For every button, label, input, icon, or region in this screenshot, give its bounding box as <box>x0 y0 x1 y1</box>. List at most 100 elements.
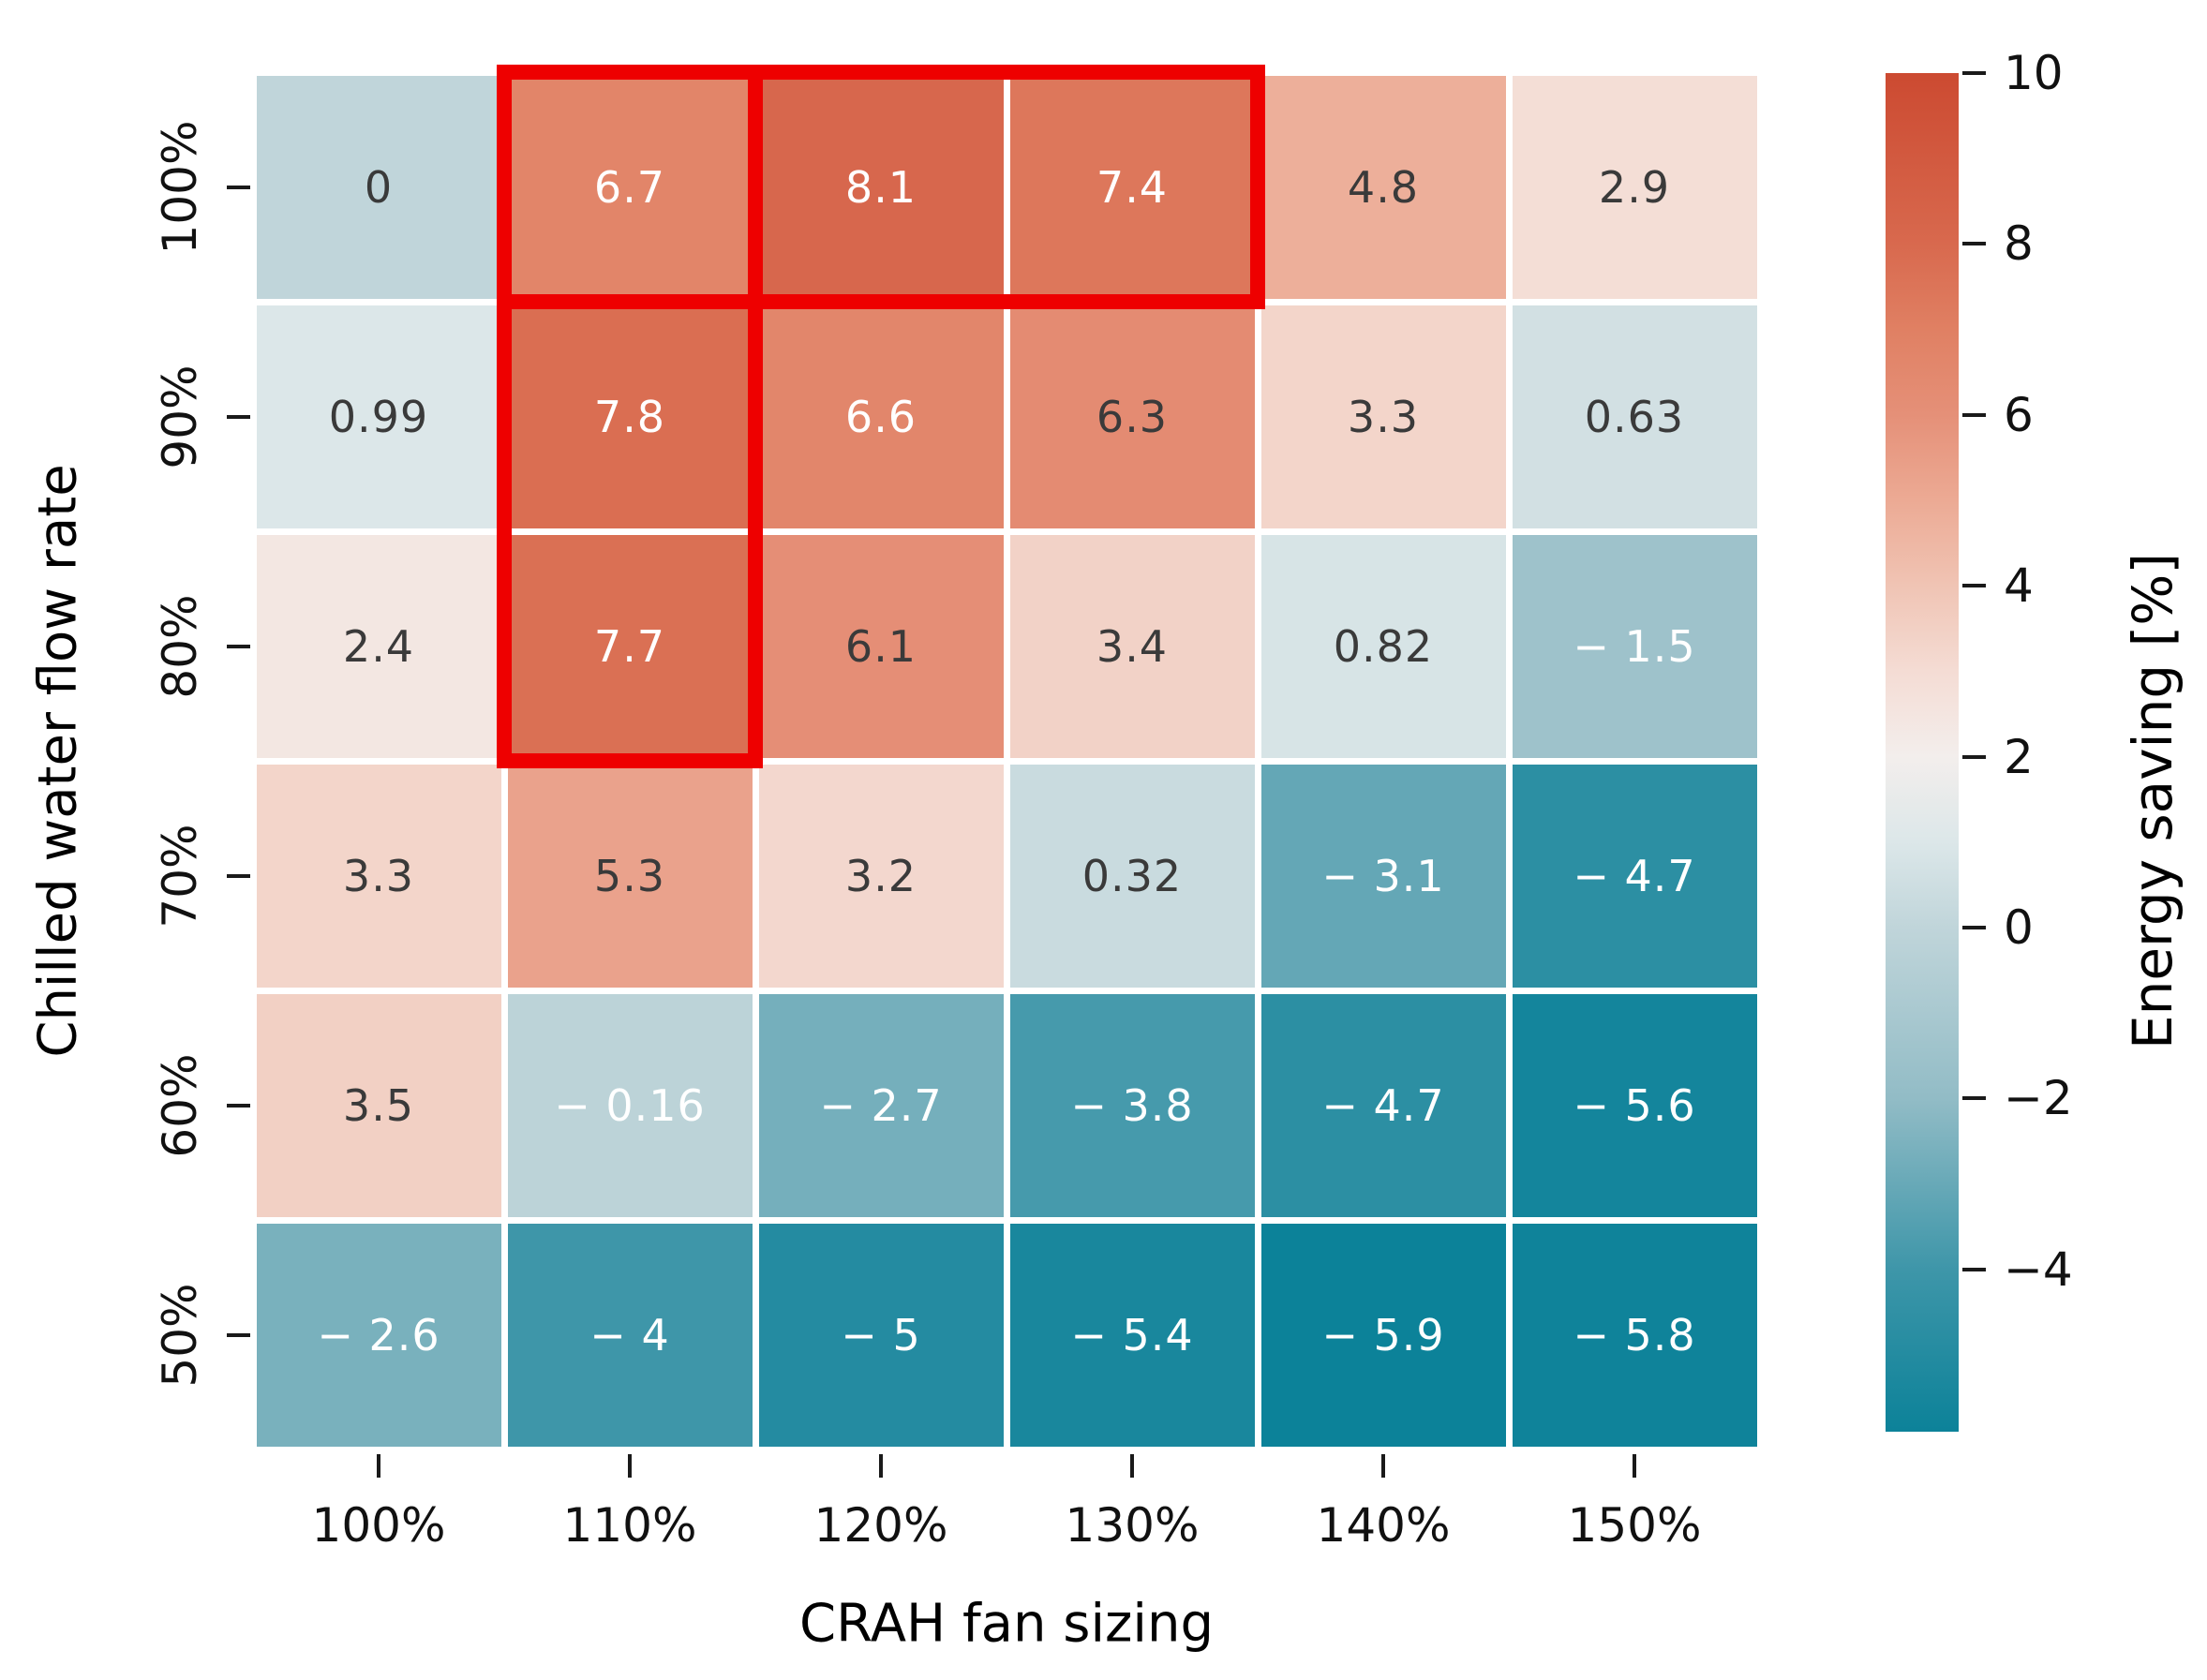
x-tick-label: 100% <box>311 1498 446 1553</box>
heatmap-cell-50%-150%: − 5.8 <box>1512 1224 1757 1448</box>
y-tick-label: 80% <box>153 594 207 699</box>
cell-value-label: − 2.7 <box>819 1080 943 1132</box>
x-tick-mark <box>879 1454 883 1478</box>
colorbar-tick-label: 6 <box>2004 387 2034 442</box>
colorbar-tick-mark <box>1962 754 1986 759</box>
heatmap-cell-80%-150%: − 1.5 <box>1512 534 1757 758</box>
cell-value-label: − 5 <box>841 1310 921 1361</box>
heatmap-cell-50%-100%: − 2.6 <box>256 1224 501 1448</box>
cell-value-label: − 4.7 <box>1573 851 1696 902</box>
cell-value-label: 3.3 <box>1347 391 1420 442</box>
x-axis-title: CRAH fan sizing <box>798 1593 1215 1655</box>
heatmap-cell-80%-120%: 6.1 <box>758 534 1004 758</box>
colorbar-tick-mark <box>1962 1096 1986 1101</box>
heatmap-grid: 0 6.7 8.1 7.4 4.8 2.9 0.99 7.8 6.6 6.3 3.3 0.63 2.4 7… <box>253 72 1760 1450</box>
cell-value-label: 0.32 <box>1081 851 1183 902</box>
heatmap-cell-70%-140%: − 3.1 <box>1260 765 1506 989</box>
cell-value-label: − 0.16 <box>554 1080 706 1132</box>
y-tick-label: 100% <box>153 120 207 255</box>
y-tick-label: 50% <box>153 1283 207 1388</box>
heatmap-cell-80%-140%: 0.82 <box>1260 534 1506 758</box>
cell-value-label: − 3.8 <box>1070 1080 1194 1132</box>
heatmap-cell-90%-110%: 7.8 <box>507 305 753 528</box>
x-tick-label: 110% <box>562 1498 697 1553</box>
heatmap-cell-60%-110%: − 0.16 <box>507 994 753 1218</box>
cell-value-label: 7.4 <box>1096 161 1169 213</box>
cell-value-label: 5.3 <box>593 851 666 902</box>
colorbar-tick-label: −4 <box>2004 1241 2073 1297</box>
heatmap-cell-80%-100%: 2.4 <box>256 534 501 758</box>
heatmap-cell-90%-100%: 0.99 <box>256 305 501 528</box>
y-tick-label: 90% <box>153 364 207 469</box>
colorbar-gradient <box>1886 73 1959 1432</box>
heatmap-cell-50%-120%: − 5 <box>758 1224 1004 1448</box>
cell-value-label: − 2.6 <box>317 1310 440 1361</box>
heatmap-cell-100%-110%: 6.7 <box>507 75 753 299</box>
heatmap-cell-70%-100%: 3.3 <box>256 765 501 989</box>
heatmap-cell-50%-140%: − 5.9 <box>1260 1224 1506 1448</box>
heatmap-cell-70%-150%: − 4.7 <box>1512 765 1757 989</box>
heatmap-cell-70%-120%: 3.2 <box>758 765 1004 989</box>
colorbar-tick-label: 8 <box>2004 216 2034 272</box>
heatmap-cell-90%-130%: 6.3 <box>1009 305 1255 528</box>
y-tick-mark <box>227 414 250 419</box>
colorbar-tick-label: 2 <box>2004 729 2034 784</box>
x-tick-label: 150% <box>1567 1498 1702 1553</box>
x-tick-label: 130% <box>1065 1498 1200 1553</box>
y-tick-label: 70% <box>153 824 207 929</box>
cell-value-label: − 5.9 <box>1321 1310 1445 1361</box>
colorbar-tick-label: 0 <box>2004 899 2034 955</box>
cell-value-label: − 5.6 <box>1573 1080 1696 1132</box>
cell-value-label: 7.7 <box>593 620 666 672</box>
cell-value-label: 3.5 <box>342 1080 415 1132</box>
y-tick-mark <box>227 874 250 879</box>
cell-value-label: 6.3 <box>1096 391 1169 442</box>
cell-value-label: − 3.1 <box>1321 851 1445 902</box>
colorbar-tick-mark <box>1962 925 1986 929</box>
x-tick-label: 140% <box>1316 1498 1451 1553</box>
cell-value-label: 3.3 <box>342 851 415 902</box>
heatmap-cell-70%-130%: 0.32 <box>1009 765 1255 989</box>
colorbar-tick-label: −2 <box>2004 1071 2073 1126</box>
x-tick-mark <box>1130 1454 1134 1478</box>
heatmap-cell-100%-120%: 8.1 <box>758 75 1004 299</box>
heatmap-cell-90%-120%: 6.6 <box>758 305 1004 528</box>
heatmap-cell-50%-130%: − 5.4 <box>1009 1224 1255 1448</box>
y-tick-mark <box>227 185 250 189</box>
cell-value-label: 3.2 <box>844 851 917 902</box>
x-tick-mark <box>628 1454 632 1478</box>
heatmap-cell-60%-120%: − 2.7 <box>758 994 1004 1218</box>
y-tick-mark <box>227 644 250 648</box>
x-tick-mark <box>1633 1454 1636 1478</box>
y-axis-title: Chilled water flow rate <box>27 464 89 1058</box>
colorbar-tick-mark <box>1962 412 1986 417</box>
cell-value-label: 2.9 <box>1598 161 1671 213</box>
y-tick-mark <box>227 1333 250 1338</box>
heatmap-cell-100%-140%: 4.8 <box>1260 75 1506 299</box>
y-tick-label: 60% <box>153 1053 207 1158</box>
cell-value-label: 6.7 <box>593 161 666 213</box>
cell-value-label: − 1.5 <box>1573 620 1696 672</box>
heatmap-cell-100%-150%: 2.9 <box>1512 75 1757 299</box>
cell-value-label: 6.6 <box>844 391 917 442</box>
heatmap-cell-90%-140%: 3.3 <box>1260 305 1506 528</box>
x-tick-mark <box>1381 1454 1385 1478</box>
heatmap-cell-100%-130%: 7.4 <box>1009 75 1255 299</box>
colorbar-title: Energy saving [%] <box>2121 552 2185 1050</box>
x-tick-mark <box>377 1454 380 1478</box>
heatmap-cell-60%-150%: − 5.6 <box>1512 994 1757 1218</box>
heatmap-cell-60%-130%: − 3.8 <box>1009 994 1255 1218</box>
cell-value-label: 6.1 <box>844 620 917 672</box>
colorbar-tick-mark <box>1962 242 1986 246</box>
heatmap-cell-60%-140%: − 4.7 <box>1260 994 1506 1218</box>
cell-value-label: 0.82 <box>1333 620 1434 672</box>
heatmap-cell-80%-130%: 3.4 <box>1009 534 1255 758</box>
cell-value-label: 0.99 <box>328 391 429 442</box>
cell-value-label: 0 <box>364 161 394 213</box>
heatmap-cell-70%-110%: 5.3 <box>507 765 753 989</box>
colorbar-tick-label: 10 <box>2004 46 2064 100</box>
colorbar-tick-mark <box>1962 584 1986 588</box>
heatmap-cell-80%-110%: 7.7 <box>507 534 753 758</box>
x-tick-label: 120% <box>813 1498 948 1553</box>
